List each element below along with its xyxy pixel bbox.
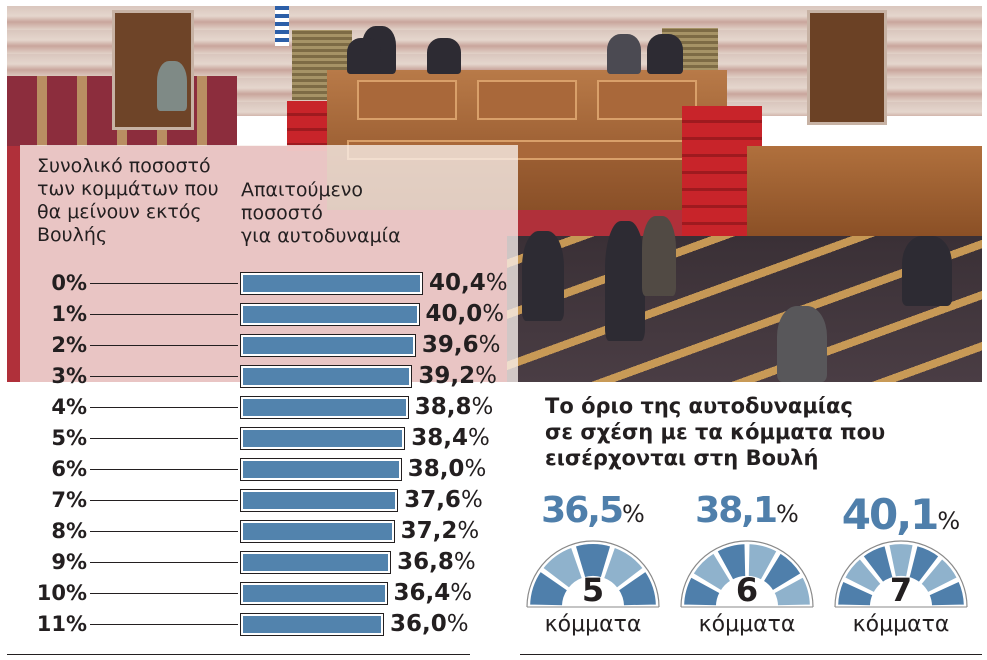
leader-line	[90, 562, 238, 563]
category-label: 5%	[51, 426, 87, 450]
category-label: 7%	[51, 488, 87, 512]
gauge-7-parties: 40,1% 7 κόμματα	[831, 490, 971, 645]
x-axis-heading: Απαιτούμενο ποσοστό για αυτοδυναμία	[241, 179, 401, 247]
bar-row: 10% 36,4%	[0, 578, 520, 609]
bar	[240, 303, 420, 326]
category-label: 4%	[51, 395, 87, 419]
bar	[240, 582, 388, 605]
value-label: 36,4%	[393, 580, 473, 606]
party-unit: κόμματα	[698, 612, 796, 637]
category-label: 6%	[51, 457, 87, 481]
gauge-value: 40,1%	[841, 490, 961, 539]
bar	[240, 613, 384, 636]
bar	[240, 272, 423, 295]
bar	[240, 396, 409, 419]
bar	[240, 365, 413, 388]
value-label: 36,8%	[397, 549, 476, 575]
leader-line	[90, 624, 238, 625]
bar	[240, 427, 406, 450]
bar-row: 0% 40,4%	[0, 268, 520, 299]
bar-row: 2% 39,6%	[0, 330, 520, 361]
party-unit: κόμματα	[544, 612, 642, 637]
value-label: 37,2%	[400, 518, 480, 544]
divider	[7, 654, 470, 655]
bar-row: 5% 38,4%	[0, 423, 520, 454]
bar-row: 1% 40,0%	[0, 299, 520, 330]
bar-row: 6% 38,0%	[0, 454, 520, 485]
leader-line	[90, 283, 238, 284]
party-count: 6	[735, 571, 759, 609]
gauge-value: 36,5%	[541, 490, 645, 531]
bar	[240, 458, 402, 481]
leader-line	[90, 531, 238, 532]
gauge-6-parties: 38,1% 6 κόμματα	[677, 490, 817, 645]
gauge-value: 38,1%	[695, 490, 799, 531]
bar	[240, 489, 399, 512]
gauge-section-title: Το όριο της αυτοδυναμίας σε σχέση με τα …	[545, 394, 886, 470]
bar	[240, 520, 395, 543]
leader-line	[90, 407, 238, 408]
party-unit: κόμματα	[852, 612, 950, 637]
gauge-5-parties: 36,5% 5 κόμματα	[523, 490, 663, 645]
leader-line	[90, 469, 238, 470]
parliament-photo	[7, 6, 982, 382]
category-label: 9%	[51, 550, 87, 574]
value-label: 38,4%	[411, 425, 490, 451]
value-label: 40,4%	[429, 270, 508, 296]
category-label: 11%	[36, 612, 87, 636]
leader-line	[90, 314, 238, 315]
category-label: 10%	[36, 581, 87, 605]
value-label: 40,0%	[425, 301, 505, 327]
value-label: 38,0%	[407, 456, 487, 482]
party-count: 5	[581, 571, 605, 609]
bar-row: 4% 38,8%	[0, 392, 520, 423]
value-label: 38,8%	[414, 394, 494, 420]
value-label: 37,6%	[404, 487, 483, 513]
bar-row: 9% 36,8%	[0, 547, 520, 578]
value-label: 39,6%	[421, 332, 501, 358]
party-count: 7	[889, 571, 913, 609]
category-label: 8%	[51, 519, 87, 543]
bar	[240, 334, 416, 357]
bar-row: 3% 39,2%	[0, 361, 520, 392]
bar-row: 11% 36,0%	[0, 609, 520, 640]
category-label: 2%	[51, 333, 87, 357]
category-label: 0%	[51, 271, 87, 295]
leader-line	[90, 376, 238, 377]
bar	[240, 551, 392, 574]
value-label: 36,0%	[390, 611, 469, 637]
semicircle-gauge-icon	[526, 540, 660, 608]
bar-row: 8% 37,2%	[0, 516, 520, 547]
category-label: 1%	[51, 302, 87, 326]
bar-row: 7% 37,6%	[0, 485, 520, 516]
leader-line	[90, 593, 238, 594]
semicircle-gauge-icon	[680, 540, 814, 608]
y-axis-heading: Συνολικό ποσοστό των κομμάτων που θα μεί…	[37, 155, 219, 246]
value-label: 39,2%	[418, 363, 497, 389]
greek-flag-icon	[275, 6, 289, 46]
divider	[520, 654, 982, 655]
leader-line	[90, 345, 238, 346]
semicircle-gauge-icon	[834, 540, 968, 608]
category-label: 3%	[51, 364, 87, 388]
leader-line	[90, 438, 238, 439]
leader-line	[90, 500, 238, 501]
